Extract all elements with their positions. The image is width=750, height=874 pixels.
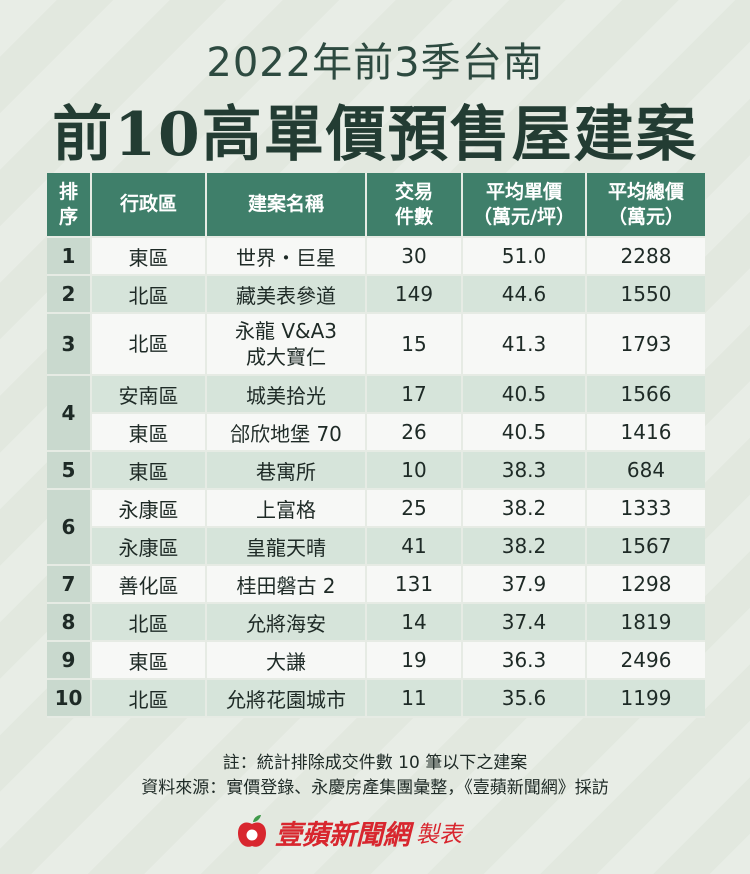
district-cell: 北區 [91, 603, 207, 642]
name-cell: 大謙 [206, 641, 367, 680]
units-cell: 19 [366, 641, 463, 680]
table-row: 4 安南區 城美拾光 17 40.5 1566 [47, 375, 705, 452]
table-row: 7 善化區 桂田磐古 2 131 37.9 1298 [47, 565, 705, 604]
header-unit-price: 平均單價 （萬元/坪） [462, 173, 587, 238]
table-row: 3 北區 永龍 V&A3 成大寶仁 15 41.3 1793 [47, 313, 705, 376]
rank-cell: 5 [47, 451, 92, 490]
units-cell: 131 [366, 565, 463, 604]
total-price-cell: 2496 [586, 641, 705, 680]
brand-logo: 壹蘋新聞網 製表 [237, 812, 462, 852]
title-line-2: 前10高單價預售屋建案 [52, 100, 698, 170]
apple-logo-icon [238, 815, 266, 847]
district-cell: 東區 [91, 451, 207, 490]
district-cell: 北區 [91, 679, 207, 718]
district-cell: 東區 [91, 641, 207, 680]
total-price-cell: 1819 [586, 603, 705, 642]
unit-price-cell: 35.6 [462, 679, 587, 718]
name-cell: 巷寓所 [206, 451, 367, 490]
rank-cell: 2 [47, 275, 92, 314]
district-cell: 永康區 [91, 489, 207, 528]
table-row: 1 東區 世界・巨星 30 51.0 2288 [47, 237, 705, 276]
table-row: 6 永康區 上富格 25 38.2 1333 [47, 489, 705, 566]
header-rank: 排序 [47, 173, 92, 238]
ranking-table: 排序 行政區 建案名稱 交易 件數 平均單價 （萬元/坪） 平均總價 （萬元） 1 東… [47, 173, 705, 718]
total-price-cell: 1566 [586, 375, 705, 414]
total-price-cell: 1793 [586, 313, 705, 376]
unit-price-cell: 40.5 [462, 375, 587, 414]
table-row: 2 北區 藏美表參道 149 44.6 1550 [47, 275, 705, 314]
unit-price-cell: 37.9 [462, 565, 587, 604]
district-cell: 永康區 [91, 527, 207, 566]
name-cell: 郃欣地堡 70 [206, 413, 367, 452]
name-cell: 世界・巨星 [206, 237, 367, 276]
table-row: 東區 郃欣地堡 70 26 40.5 1416 [47, 413, 705, 452]
total-price-cell: 1416 [586, 413, 705, 452]
unit-price-cell: 41.3 [462, 313, 587, 376]
name-cell: 允將花園城市 [206, 679, 367, 718]
unit-price-cell: 40.5 [462, 413, 587, 452]
rank-cell: 10 [47, 679, 92, 718]
units-cell: 10 [366, 451, 463, 490]
table-row: 9 東區 大謙 19 36.3 2496 [47, 641, 705, 680]
units-cell: 15 [366, 313, 463, 376]
units-cell: 26 [366, 413, 463, 452]
district-cell: 東區 [91, 237, 207, 276]
name-cell: 城美拾光 [206, 375, 367, 414]
units-cell: 30 [366, 237, 463, 276]
header-district: 行政區 [91, 173, 207, 238]
table-header-row: 排序 行政區 建案名稱 交易 件數 平均單價 （萬元/坪） 平均總價 （萬元） [47, 173, 705, 238]
brand-suffix: 製表 [416, 822, 462, 848]
rank-cell: 1 [47, 237, 92, 276]
data-source: 資料來源：實價登錄、永慶房產集團彙整，《壹蘋新聞網》採訪 [141, 778, 609, 798]
header-units: 交易 件數 [366, 173, 463, 238]
name-cell: 上富格 [206, 489, 367, 528]
units-cell: 149 [366, 275, 463, 314]
total-price-cell: 1550 [586, 275, 705, 314]
rank-cell: 7 [47, 565, 92, 604]
total-price-cell: 1567 [586, 527, 705, 566]
district-cell: 安南區 [91, 375, 207, 414]
district-cell: 東區 [91, 413, 207, 452]
name-cell: 永龍 V&A3 成大寶仁 [206, 313, 367, 376]
units-cell: 14 [366, 603, 463, 642]
unit-price-cell: 51.0 [462, 237, 587, 276]
table-row: 10 北區 允將花園城市 11 35.6 1199 [47, 679, 705, 718]
rank-cell: 8 [47, 603, 92, 642]
district-cell: 北區 [91, 313, 207, 376]
units-cell: 41 [366, 527, 463, 566]
table-row: 5 東區 巷寓所 10 38.3 684 [47, 451, 705, 490]
total-price-cell: 1199 [586, 679, 705, 718]
name-cell: 藏美表參道 [206, 275, 367, 314]
total-price-cell: 1298 [586, 565, 705, 604]
district-cell: 北區 [91, 275, 207, 314]
name-cell: 允將海安 [206, 603, 367, 642]
brand-name: 壹蘋新聞網 [275, 819, 410, 851]
rank-cell: 6 [47, 489, 92, 566]
table-row: 8 北區 允將海安 14 37.4 1819 [47, 603, 705, 642]
footnote: 註：統計排除成交件數 10 筆以下之建案 [222, 753, 528, 773]
unit-price-cell: 37.4 [462, 603, 587, 642]
total-price-cell: 2288 [586, 237, 705, 276]
total-price-cell: 684 [586, 451, 705, 490]
table-row: 永康區 皇龍天晴 41 38.2 1567 [47, 527, 705, 566]
units-cell: 25 [366, 489, 463, 528]
unit-price-cell: 38.2 [462, 527, 587, 566]
unit-price-cell: 38.3 [462, 451, 587, 490]
header-total-price: 平均總價 （萬元） [586, 173, 705, 238]
title-line-1: 2022年前3季台南 [206, 40, 544, 86]
header-name: 建案名稱 [206, 173, 367, 238]
name-cell: 皇龍天晴 [206, 527, 367, 566]
unit-price-cell: 38.2 [462, 489, 587, 528]
district-cell: 善化區 [91, 565, 207, 604]
rank-cell: 4 [47, 375, 92, 452]
rank-cell: 9 [47, 641, 92, 680]
name-cell: 桂田磐古 2 [206, 565, 367, 604]
unit-price-cell: 36.3 [462, 641, 587, 680]
units-cell: 17 [366, 375, 463, 414]
total-price-cell: 1333 [586, 489, 705, 528]
rank-cell: 3 [47, 313, 92, 376]
unit-price-cell: 44.6 [462, 275, 587, 314]
units-cell: 11 [366, 679, 463, 718]
